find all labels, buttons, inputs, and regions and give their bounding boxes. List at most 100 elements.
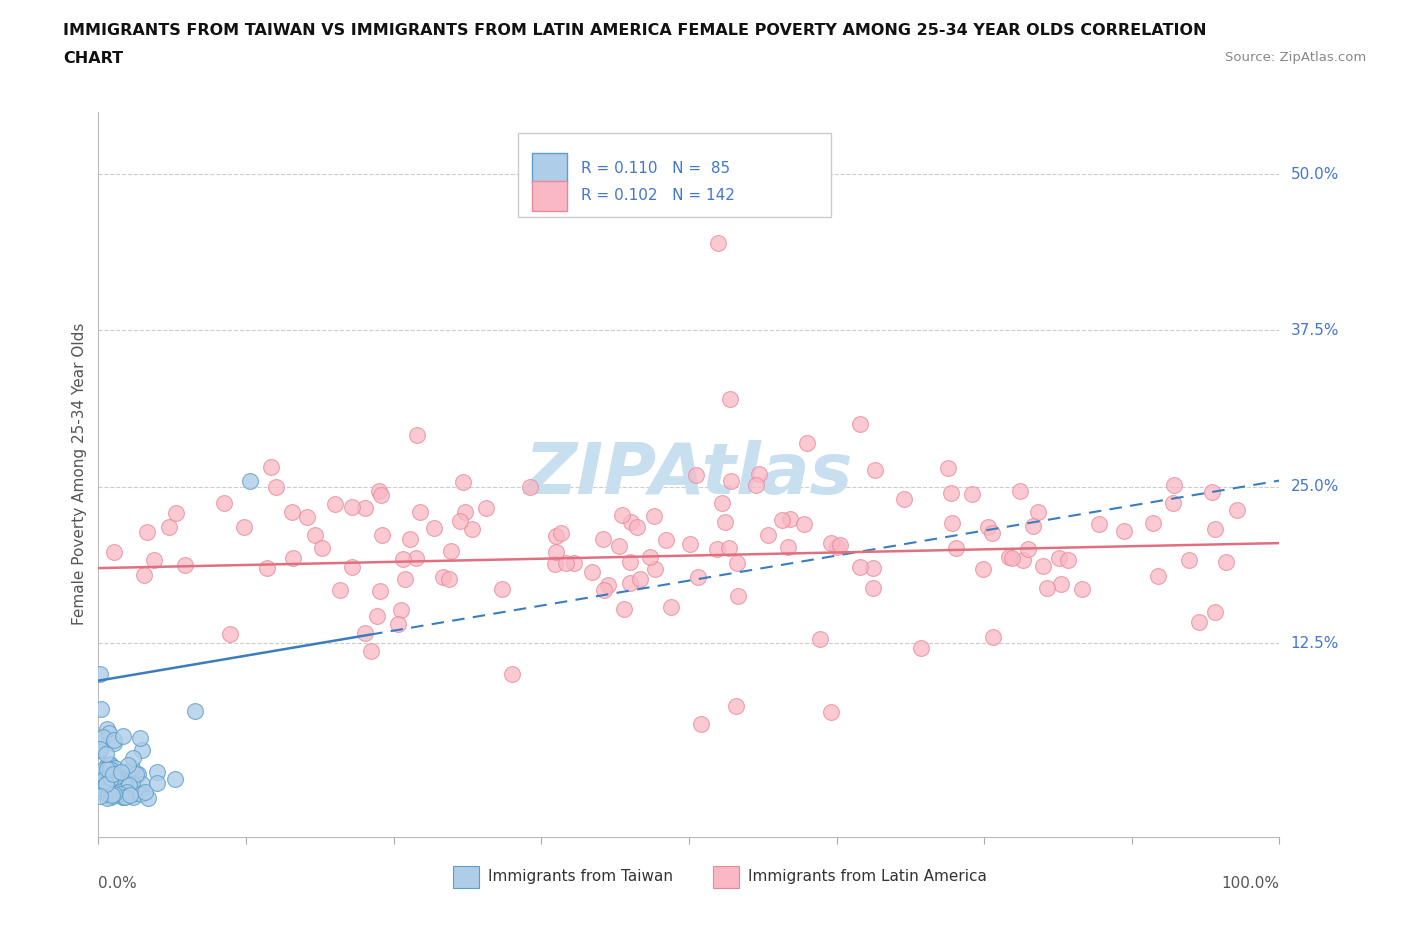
Point: [103, 771, 125, 786]
Point: [394, 571, 416, 586]
Point: [134, 785, 156, 800]
Point: [655, 533, 678, 548]
Point: [93, 762, 115, 777]
Point: [1001, 551, 1024, 565]
Point: [544, 557, 567, 572]
Point: [132, 567, 155, 582]
Point: [89, 780, 111, 795]
Point: [706, 542, 728, 557]
Bar: [531, 153, 567, 183]
FancyBboxPatch shape: [517, 133, 831, 217]
Point: [1026, 504, 1049, 519]
Point: [136, 525, 159, 539]
Point: [936, 460, 959, 475]
Point: [97, 780, 120, 795]
Point: [117, 758, 139, 773]
Point: [960, 486, 983, 501]
Point: [1201, 485, 1223, 499]
Point: [748, 467, 770, 482]
Point: [1036, 581, 1059, 596]
Point: [718, 392, 741, 406]
Text: Immigrants from Taiwan: Immigrants from Taiwan: [488, 870, 673, 884]
Point: [128, 730, 150, 745]
Point: [1050, 577, 1073, 591]
Point: [862, 580, 884, 595]
Text: 25.0%: 25.0%: [1291, 479, 1339, 495]
Point: [100, 762, 122, 777]
Point: [1177, 552, 1199, 567]
Point: [115, 771, 138, 786]
Point: [862, 561, 884, 576]
Point: [121, 790, 143, 804]
Point: [311, 540, 333, 555]
Point: [260, 459, 283, 474]
Point: [94, 777, 117, 791]
Point: [389, 603, 412, 618]
Point: [145, 764, 167, 779]
Point: [399, 531, 422, 546]
Point: [1188, 615, 1211, 630]
Point: [1215, 555, 1237, 570]
Point: [941, 515, 963, 530]
Point: [638, 550, 661, 565]
Point: [97, 787, 120, 802]
Point: [796, 435, 818, 450]
Point: [620, 515, 643, 530]
Point: [626, 519, 648, 534]
Y-axis label: Female Poverty Among 25-34 Year Olds: Female Poverty Among 25-34 Year Olds: [72, 323, 87, 626]
Point: [550, 525, 572, 540]
Point: [110, 764, 132, 779]
Point: [778, 539, 800, 554]
Text: Immigrants from Latin America: Immigrants from Latin America: [748, 870, 987, 884]
Point: [94, 747, 117, 762]
Point: [89, 743, 111, 758]
Point: [1226, 502, 1249, 517]
Point: [281, 505, 304, 520]
Point: [405, 551, 427, 565]
Point: [1146, 569, 1168, 584]
Point: [368, 583, 391, 598]
Point: [111, 790, 134, 804]
Point: [328, 583, 350, 598]
Point: [1032, 559, 1054, 574]
Point: [112, 786, 135, 801]
Point: [103, 761, 125, 776]
Point: [105, 783, 128, 798]
Point: [110, 787, 132, 802]
Point: [93, 771, 115, 786]
Point: [371, 527, 394, 542]
Point: [111, 787, 134, 802]
Point: [232, 520, 254, 535]
Point: [830, 538, 852, 552]
Point: [370, 487, 392, 502]
Point: [449, 513, 471, 528]
Point: [779, 512, 801, 526]
Point: [770, 512, 793, 527]
Point: [183, 703, 205, 718]
Point: [165, 771, 187, 786]
Point: [491, 581, 513, 596]
Text: R = 0.102   N = 142: R = 0.102 N = 142: [582, 189, 735, 204]
Point: [295, 510, 318, 525]
Point: [360, 644, 382, 658]
Point: [1008, 484, 1031, 498]
Point: [103, 545, 125, 560]
Point: [101, 767, 124, 782]
Point: [501, 667, 523, 682]
Point: [619, 554, 641, 569]
Point: [256, 561, 278, 576]
Point: [758, 527, 780, 542]
Point: [93, 779, 115, 794]
Point: [304, 527, 326, 542]
Point: [127, 766, 149, 781]
Point: [519, 480, 541, 495]
Point: [711, 496, 734, 511]
Text: R = 0.110   N =  85: R = 0.110 N = 85: [582, 161, 731, 176]
Point: [264, 479, 287, 494]
Point: [544, 545, 567, 560]
Point: [725, 556, 748, 571]
Point: [89, 732, 111, 747]
Point: [104, 770, 127, 785]
Point: [103, 733, 125, 748]
Point: [437, 572, 460, 587]
